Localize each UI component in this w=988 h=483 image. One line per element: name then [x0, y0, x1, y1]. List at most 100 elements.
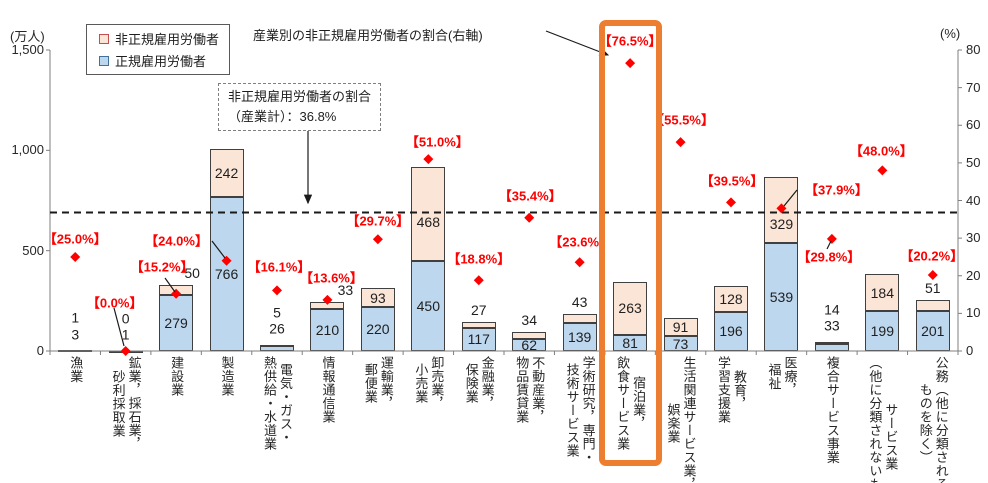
bar-segment-regular — [310, 308, 345, 351]
x-label-column: 物品賃貸業 — [514, 356, 530, 424]
bar-segment-regular — [764, 242, 799, 351]
right-tick-label: 70 — [966, 79, 981, 95]
bar-segment-regular — [714, 311, 748, 351]
average-note-line2: （産業計）：36.8% — [228, 109, 337, 125]
x-label-column: 娯楽業 — [665, 403, 681, 444]
pct-label: 【55.5%】 — [651, 112, 714, 128]
regular-value-label: 139 — [567, 329, 592, 346]
pct-label: 【18.8%】 — [447, 251, 511, 267]
legend-label: 非正規雇用労働者 — [115, 32, 220, 47]
left-tick-label: 500 — [22, 242, 44, 258]
bar-segment-regular — [613, 334, 648, 351]
bar-segment-regular — [512, 338, 547, 351]
x-label-column: 複合サービス事業 — [824, 356, 840, 464]
regular-value-label: 201 — [921, 322, 945, 339]
bar-segment-regular — [108, 350, 143, 353]
x-axis-category-label: 学術研究，専門・ 技術サービス業 — [564, 356, 596, 464]
regular-value-label: 210 — [315, 321, 340, 338]
pct-diamond-marker — [70, 251, 81, 262]
pct-diamond-marker — [372, 234, 383, 245]
pct-diamond-marker — [726, 197, 736, 208]
bar-segment-regular — [461, 327, 496, 351]
regular-value-label: 73 — [672, 335, 689, 352]
nonregular-value-label: 0 — [121, 310, 130, 327]
x-axis-category-label: 漁業 — [67, 356, 83, 383]
regular-value-label: 81 — [622, 334, 638, 351]
x-label-column: 学習支援業 — [716, 356, 731, 424]
left-tick-label: 0 — [36, 343, 44, 358]
right-tick-label: 40 — [966, 192, 981, 208]
bar-segment-nonregular — [159, 284, 194, 295]
bar-segment-nonregular — [310, 302, 345, 309]
bar-segment-nonregular — [915, 300, 950, 311]
bar-segment-nonregular — [613, 281, 648, 335]
legend-label: 正規雇用労働者 — [115, 54, 207, 69]
x-label-column: 学術研究，専門・ — [580, 356, 596, 464]
bar-segment-nonregular — [209, 148, 244, 198]
regular-value-label: 1 — [121, 326, 130, 343]
right-tick-label: 60 — [966, 117, 981, 133]
regular-value-label: 220 — [366, 320, 390, 337]
bar-segment-regular — [159, 295, 194, 351]
pct-label: 【37.9%】 — [805, 182, 868, 198]
average-note-box: 非正規雇用労働者の割合 （産業計）：36.8% — [218, 83, 382, 132]
x-label-column: 製造業 — [219, 356, 235, 397]
nonregular-value-label: 93 — [370, 289, 386, 306]
x-axis-category-label: 教育， 学習支援業 — [715, 356, 747, 424]
x-label-column: 鉱業，採石業， — [126, 356, 142, 451]
x-label-column: （他に分類されないもの） — [867, 356, 883, 483]
right-axis-title: (%) — [940, 26, 961, 41]
nonregular-swatch-icon — [99, 33, 109, 44]
pct-label: 【39.5%】 — [700, 173, 764, 189]
left-tick-label: 1,000 — [11, 142, 44, 158]
right-tick-label: 20 — [966, 267, 981, 283]
nonregular-value-label: 184 — [870, 284, 895, 301]
regular-value-label: 766 — [214, 266, 239, 283]
nonregular-value-label: 263 — [618, 300, 642, 317]
right-tick-label: 30 — [966, 230, 981, 246]
right-tick-label: 10 — [966, 305, 981, 321]
x-label-column: 熱供給・水道業 — [262, 356, 277, 451]
x-axis-category-label: 電気・ガス・ 熱供給・水道業 — [261, 356, 293, 451]
bar-segment-regular — [865, 311, 900, 351]
bar-segment-nonregular — [714, 285, 748, 312]
x-label-column: 医療， — [782, 356, 798, 397]
regular-value-label: 196 — [719, 323, 743, 340]
x-label-column: 福祉 — [766, 362, 782, 390]
bar-segment-regular — [814, 344, 849, 351]
pct-diamond-marker — [675, 137, 686, 148]
x-axis-category-label: 公務（他に分類される ものを除く） — [917, 356, 949, 483]
regular-value-label: 62 — [521, 336, 538, 353]
pct-label: 【20.2%】 — [900, 248, 964, 264]
pct-label: 【48.0%】 — [849, 143, 913, 159]
bar-segment-nonregular — [764, 176, 799, 243]
pct-label: 【51.0%】 — [405, 134, 469, 150]
nonregular-value-label: 1 — [71, 309, 80, 326]
x-label-column: 建設業 — [169, 356, 185, 397]
pct-diamond-marker — [574, 257, 585, 268]
bar-segment-nonregular — [260, 344, 294, 347]
bar-segment-regular — [562, 323, 597, 351]
nonregular-value-label: 34 — [521, 311, 538, 328]
legend-item-nonregular: 非正規雇用労働者 — [99, 29, 219, 48]
x-label-column: 公務（他に分類される — [933, 356, 949, 483]
bar-segment-nonregular — [360, 288, 395, 307]
bar-segment-nonregular — [562, 314, 597, 324]
nonregular-value-label: 43 — [571, 294, 588, 311]
x-label-column: 金融業， — [479, 356, 495, 410]
bar-segment-nonregular — [461, 322, 496, 328]
x-label-column: 不動産業， — [530, 356, 546, 424]
x-label-column: 小売業 — [413, 362, 429, 404]
pct-diamond-marker — [877, 165, 888, 176]
nonregular-value-label: 242 — [214, 165, 239, 181]
regular-value-label: 33 — [824, 317, 840, 334]
x-label-column: 教育， — [732, 369, 747, 411]
bar-segment-nonregular — [814, 341, 849, 345]
x-axis-category-label: 卸売業， 小売業 — [412, 356, 444, 410]
x-label-column: 電気・ガス・ — [278, 362, 293, 444]
bar-segment-regular — [663, 336, 698, 351]
nonregular-value-label: 14 — [824, 301, 840, 318]
pct-label: 【25.0%】 — [43, 231, 107, 247]
x-axis-category-label: 医療， 福祉 — [765, 356, 797, 397]
